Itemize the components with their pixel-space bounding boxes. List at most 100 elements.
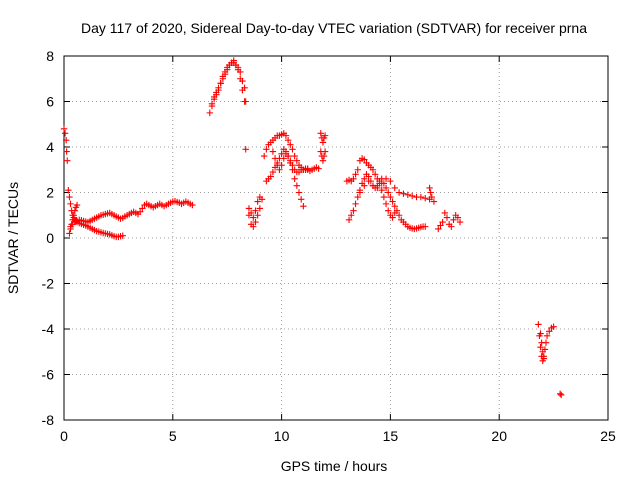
data-point [136, 208, 144, 216]
data-point [234, 66, 242, 73]
y-tick-label: 4 [46, 139, 54, 155]
data-point [537, 330, 544, 337]
chart-title: Day 117 of 2020, Sidereal Day-to-day VTE… [81, 20, 587, 36]
data-point [350, 175, 357, 183]
data-point [250, 214, 257, 221]
data-point [352, 200, 359, 208]
y-tick-label: -8 [42, 412, 55, 428]
data-point [558, 391, 565, 399]
data-point [345, 216, 353, 223]
x-tick-label: 5 [169, 428, 177, 444]
data-point [276, 166, 283, 173]
data-point [361, 182, 368, 189]
data-point [427, 189, 434, 196]
data-point [535, 321, 542, 328]
data-point [546, 328, 553, 335]
data-point [435, 225, 442, 233]
data-point [382, 200, 390, 208]
data-point [245, 205, 253, 212]
x-tick-label: 25 [600, 428, 616, 444]
data-point [422, 223, 429, 230]
data-point [391, 184, 398, 192]
data-point [250, 223, 257, 230]
data-point [537, 344, 544, 351]
data-point [284, 136, 292, 144]
data-point [269, 148, 277, 155]
x-axis-label: GPS time / hours [281, 458, 388, 474]
data-point [252, 218, 259, 226]
data-point [354, 166, 361, 173]
data-point [62, 136, 70, 144]
data-point [291, 175, 298, 183]
data-point [247, 209, 255, 217]
y-tick-label: 2 [46, 185, 54, 201]
axis-layer: 0 5 10 15 20 25 -8 -6 -4 -2 0 2 4 6 8 [42, 48, 616, 444]
data-point [321, 148, 329, 155]
data-point [293, 157, 301, 164]
data-point [361, 156, 368, 163]
data-point [369, 166, 377, 173]
data-point [356, 189, 364, 196]
data-point [254, 198, 261, 205]
data-point [70, 212, 77, 219]
data-point [282, 132, 290, 139]
data-point [320, 152, 328, 160]
x-tick-label: 15 [383, 428, 399, 444]
data-point [221, 68, 229, 76]
data-point [378, 180, 385, 187]
data-point [382, 175, 390, 183]
data-point [242, 146, 249, 153]
data-point [252, 207, 259, 214]
data-point [60, 125, 68, 132]
data-point [73, 201, 81, 209]
data-point [219, 73, 227, 80]
data-point [206, 109, 213, 117]
data-point [389, 198, 396, 205]
data-point [361, 175, 368, 183]
data-point [448, 223, 455, 230]
data-point [287, 157, 294, 164]
data-point [393, 207, 401, 214]
data-point [369, 182, 377, 189]
data-point [428, 193, 435, 201]
data-point [289, 162, 296, 169]
data-point [400, 190, 407, 197]
data-point [210, 96, 218, 103]
data-point [539, 348, 546, 355]
data-point [540, 355, 548, 362]
data-point [61, 130, 69, 137]
data-point [239, 86, 246, 94]
data-point [374, 184, 381, 192]
data-point [242, 98, 249, 105]
y-tick-label: -2 [42, 276, 55, 292]
data-point [319, 139, 327, 146]
data-point [284, 152, 292, 160]
data-point [543, 332, 551, 340]
data-point [260, 152, 268, 160]
data-point [391, 202, 398, 210]
data-point [378, 187, 385, 194]
data-point [315, 165, 322, 172]
data-point [422, 194, 429, 202]
data-point [64, 157, 71, 164]
data-points [60, 57, 565, 399]
data-point [417, 193, 425, 201]
data-point [454, 214, 462, 221]
data-point [278, 162, 285, 169]
grid-layer [64, 56, 608, 420]
data-point [395, 189, 403, 196]
data-point [267, 173, 274, 180]
data-point [263, 146, 270, 153]
y-tick-label: 0 [46, 230, 54, 246]
data-point [556, 390, 564, 398]
data-point [189, 201, 196, 209]
data-point [293, 182, 301, 189]
data-point [66, 193, 73, 201]
data-point [256, 205, 264, 212]
data-point [382, 184, 390, 192]
data-point [550, 323, 557, 330]
data-point [237, 75, 244, 82]
data-point [371, 171, 379, 178]
x-tick-label: 10 [274, 428, 290, 444]
